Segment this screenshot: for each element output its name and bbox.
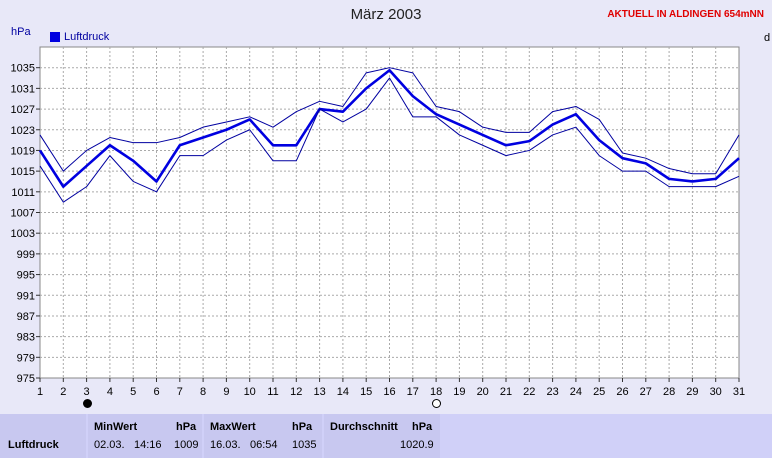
x-tick-label: 4 (107, 386, 113, 398)
new-moon-icon (82, 399, 92, 408)
x-tick-label: 21 (500, 386, 512, 398)
min-cell: MinWert hPa 02.03. 14:16 1009 (88, 414, 202, 458)
x-tick-label: 28 (663, 386, 675, 398)
x-tick-label: 12 (290, 386, 302, 398)
x-tick-label: 6 (153, 386, 159, 398)
x-tick-label: 14 (337, 386, 349, 398)
x-tick-label: 22 (523, 386, 535, 398)
x-tick-label: 17 (407, 386, 419, 398)
min-unit: hPa (176, 421, 197, 433)
x-tick-label: 19 (453, 386, 465, 398)
y-tick-label: 1031 (11, 83, 35, 95)
y-tick-label: 991 (17, 290, 35, 302)
full-moon-icon (432, 399, 442, 408)
y-axis-unit: hPa (11, 26, 31, 38)
max-date: 16.03. (210, 439, 241, 451)
x-tick-label: 18 (430, 386, 442, 398)
x-tick-label: 15 (360, 386, 372, 398)
legend-swatch (50, 32, 60, 42)
y-tick-label: 987 (17, 311, 35, 323)
max-time: 06:54 (250, 439, 278, 451)
max-unit: hPa (292, 421, 313, 433)
max-header: MaxWert (210, 421, 256, 433)
legend-label: Luftdruck (64, 31, 110, 43)
x-tick-label: 11 (267, 386, 278, 398)
avg-unit: hPa (412, 421, 433, 433)
min-value: 1009 (174, 439, 199, 451)
x-tick-label: 20 (477, 386, 489, 398)
min-header: MinWert (94, 421, 138, 433)
y-tick-label: 995 (17, 270, 35, 282)
y-tick-label: 999 (17, 249, 35, 261)
clipped-label: d (764, 32, 771, 44)
x-tick-label: 16 (383, 386, 395, 398)
x-tick-label: 26 (616, 386, 628, 398)
series-line-min (39, 77, 740, 203)
x-tick-label: 25 (593, 386, 605, 398)
avg-cell: Durchschnitt hPa 1020.9 (324, 414, 440, 458)
x-tick-label: 1 (37, 386, 43, 398)
min-date: 02.03. (94, 439, 125, 451)
x-tick-label: 23 (546, 386, 558, 398)
y-tick-label: 1027 (11, 104, 35, 116)
station-label: AKTUELL IN ALDINGEN 654mNN (607, 9, 764, 20)
y-tick-label: 1035 (11, 63, 35, 75)
x-tick-label: 10 (244, 386, 256, 398)
stats-row-label-cell: Luftdruck (0, 414, 86, 458)
max-value: 1035 (292, 439, 317, 451)
x-tick-label: 3 (84, 386, 90, 398)
x-tick-label: 31 (733, 386, 745, 398)
y-tick-label: 1007 (11, 208, 35, 220)
stats-table: Luftdruck MinWert hPa 02.03. 14:16 1009 … (0, 414, 772, 458)
x-tick-label: 27 (640, 386, 652, 398)
y-tick-label: 1019 (11, 145, 35, 157)
y-tick-label: 975 (17, 373, 35, 385)
y-tick-label: 983 (17, 332, 35, 344)
stats-row-label: Luftdruck (8, 439, 59, 451)
series-line-max (39, 67, 740, 175)
x-tick-label: 2 (60, 386, 66, 398)
x-tick-label: 8 (200, 386, 206, 398)
pressure-chart: 9759799839879919959991003100710111015101… (11, 46, 745, 398)
chart-title: März 2003 (350, 6, 422, 23)
y-tick-label: 1015 (11, 166, 35, 178)
avg-header: Durchschnitt (330, 421, 398, 433)
x-tick-label: 5 (130, 386, 136, 398)
y-tick-label: 979 (17, 352, 35, 364)
min-time: 14:16 (134, 439, 162, 451)
x-tick-label: 13 (313, 386, 325, 398)
x-tick-label: 29 (686, 386, 698, 398)
max-cell: MaxWert hPa 16.03. 06:54 1035 (204, 414, 322, 458)
x-tick-label: 7 (177, 386, 183, 398)
y-tick-label: 1003 (11, 228, 35, 240)
y-tick-label: 1023 (11, 125, 35, 137)
x-tick-label: 9 (223, 386, 229, 398)
y-tick-label: 1011 (11, 187, 35, 199)
series-line-mean (38, 68, 740, 188)
legend: Luftdruck (50, 31, 109, 43)
x-tick-label: 30 (710, 386, 722, 398)
x-tick-label: 24 (570, 386, 582, 398)
avg-value: 1020.9 (400, 439, 434, 451)
